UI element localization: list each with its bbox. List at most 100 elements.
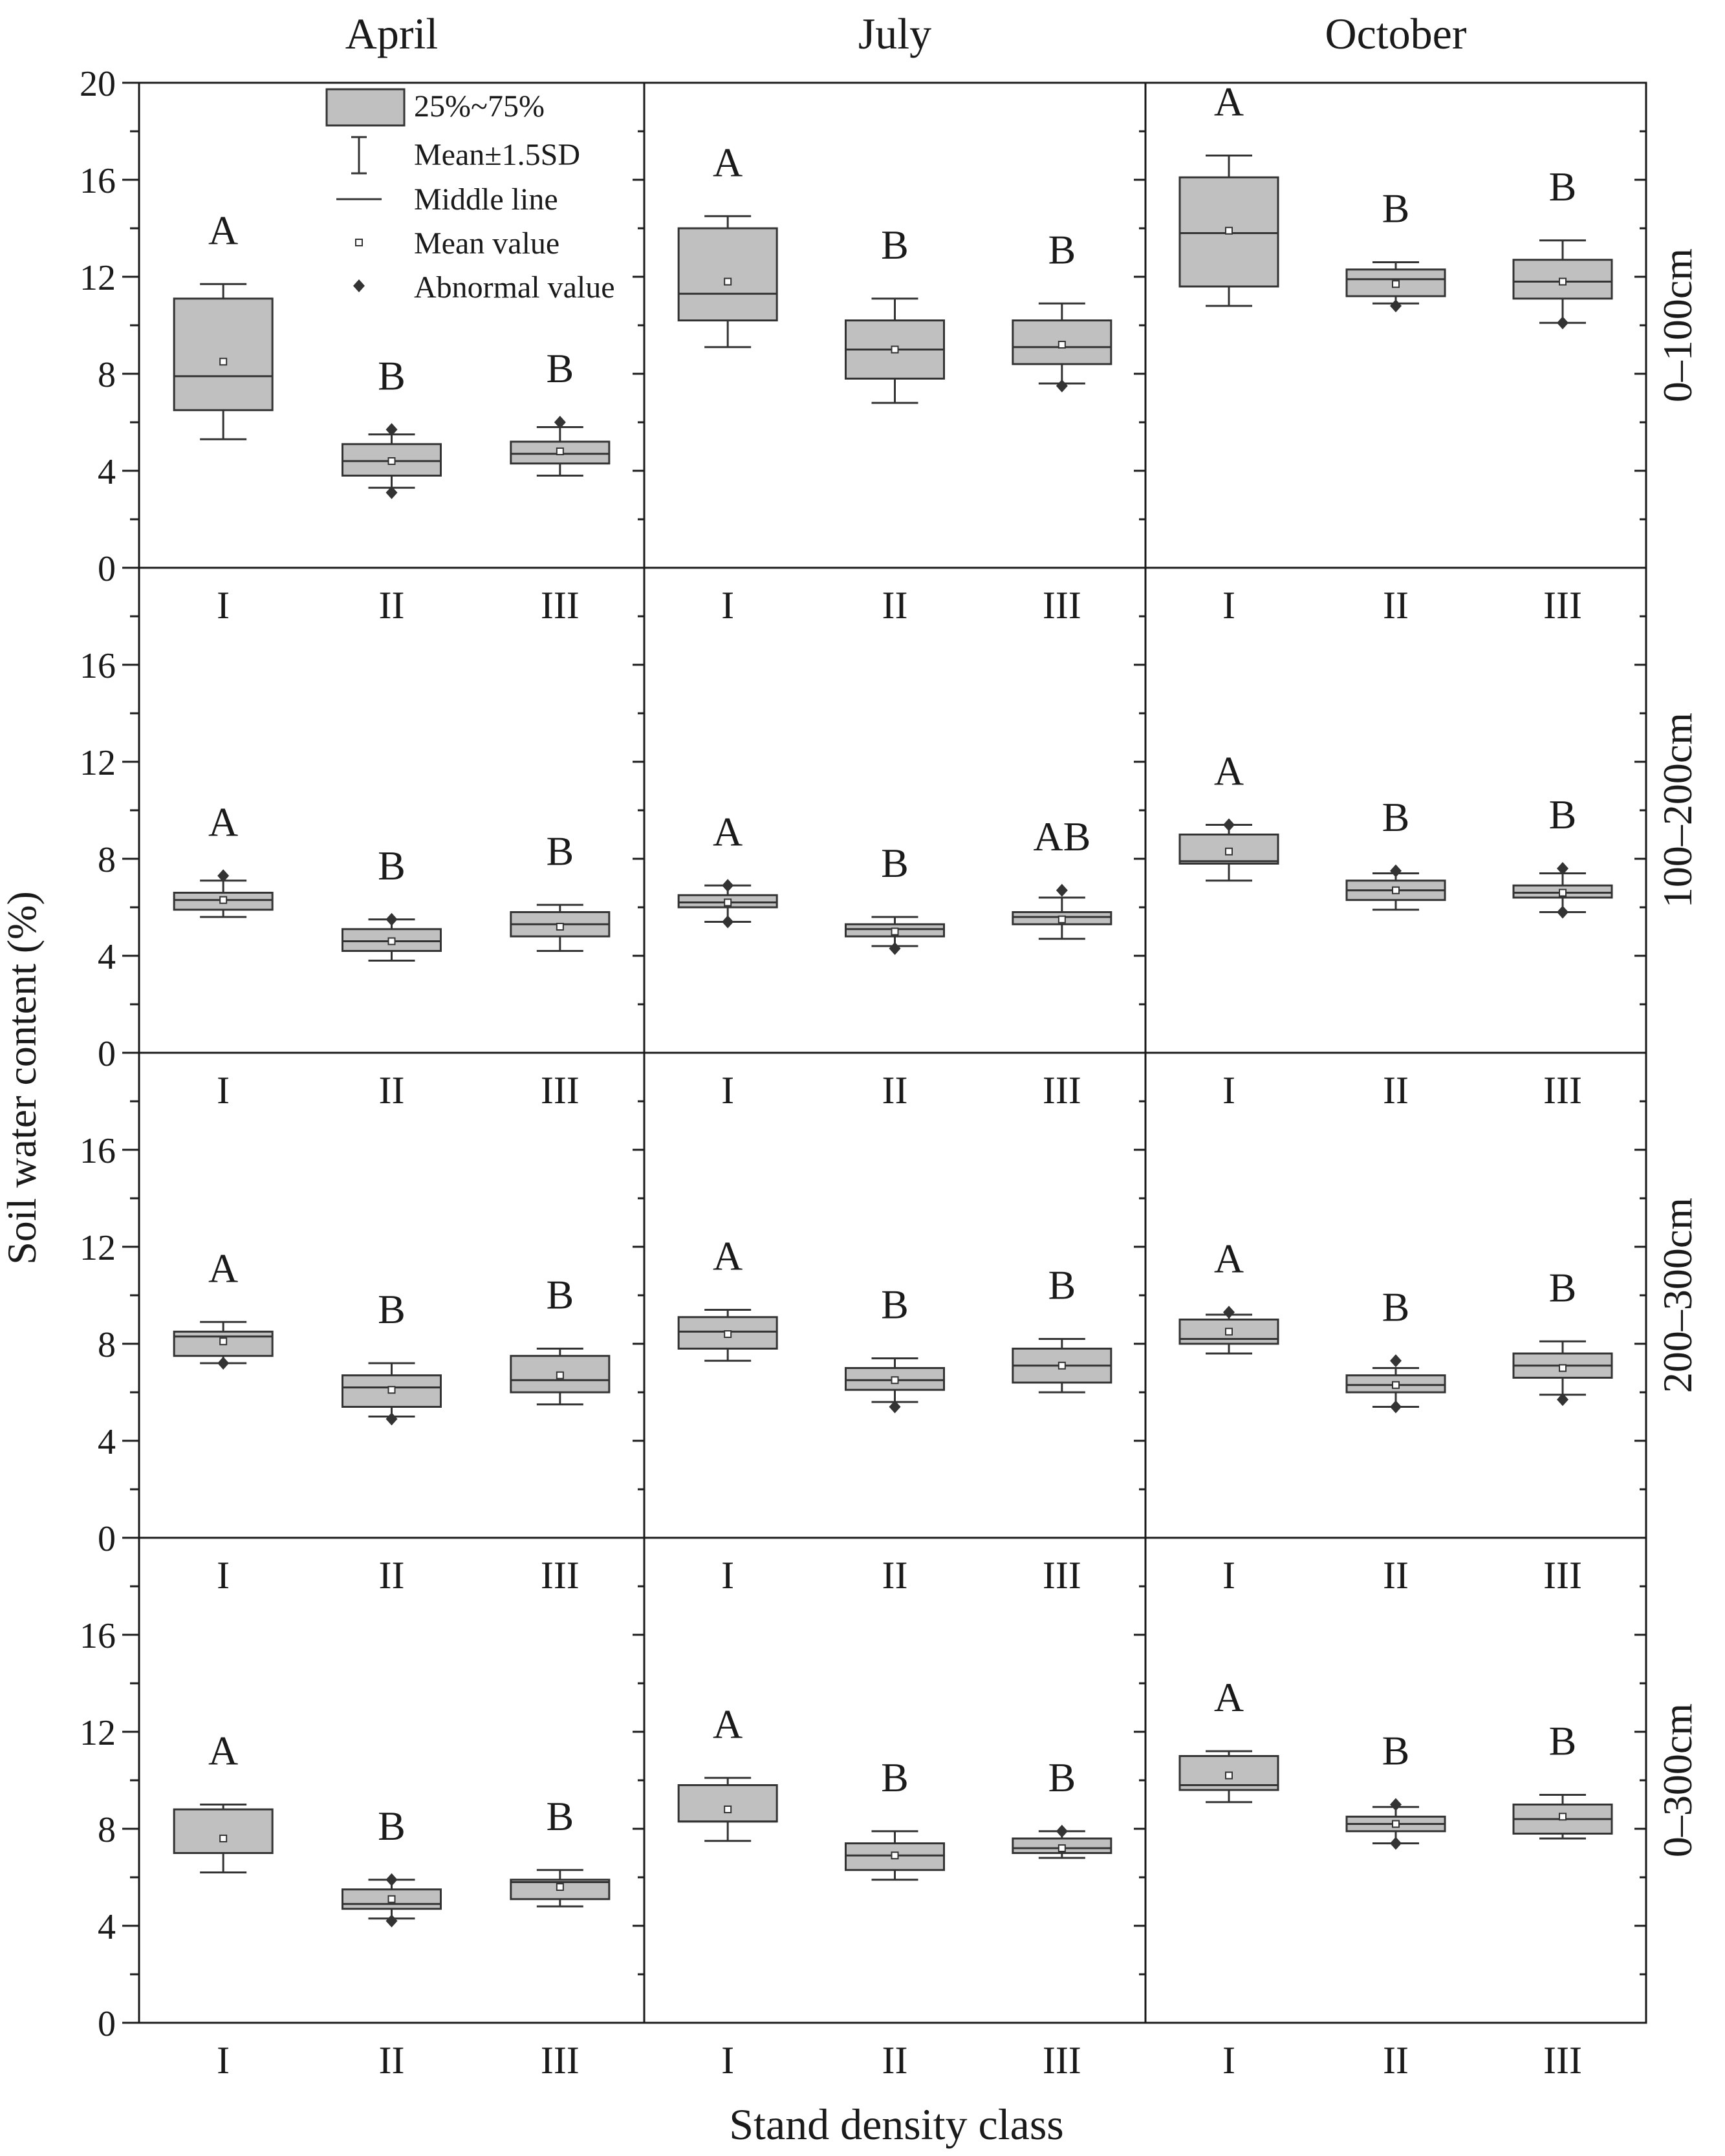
outlier-point xyxy=(722,915,734,929)
mean-point xyxy=(556,923,564,931)
x-tick-label: III xyxy=(1043,1069,1081,1112)
x-tick-label: II xyxy=(1383,2039,1409,2082)
significance-letter: B xyxy=(378,1803,406,1849)
box-group: A xyxy=(173,1245,274,1370)
x-tick-label: III xyxy=(541,584,580,627)
legend-outlier-label: Abnormal value xyxy=(414,270,615,305)
box-group: B xyxy=(342,843,442,962)
y-tick-label: 12 xyxy=(80,1713,116,1753)
column-title: April xyxy=(345,9,439,58)
legend-box-swatch xyxy=(325,88,406,127)
outlier-point xyxy=(217,1357,230,1370)
significance-letter: A xyxy=(713,139,743,185)
significance-letter: A xyxy=(208,799,238,845)
y-axis: 0 4 8 12 16 20 0 4 8 12 16 0 4 8 12 16 0 4 8 12 16 xyxy=(80,64,1646,2044)
y-tick-label: 16 xyxy=(80,646,116,686)
box-group: B xyxy=(342,352,442,499)
y-tick-label: 12 xyxy=(80,258,116,298)
significance-letter: A xyxy=(208,207,238,253)
column-title: October xyxy=(1325,9,1466,58)
box-group: A xyxy=(173,207,274,440)
y-tick-label: 16 xyxy=(80,1616,116,1656)
box-group: B xyxy=(845,840,945,955)
significance-letter: B xyxy=(378,1286,406,1332)
significance-letter: A xyxy=(208,1728,238,1774)
x-tick-label: I xyxy=(217,1069,230,1112)
x-tick-label: I xyxy=(1222,584,1235,627)
x-tick-label: I xyxy=(1222,2039,1235,2082)
box-group: B xyxy=(510,1793,611,1908)
outlier-point xyxy=(1056,379,1068,393)
box-group: B xyxy=(1012,1262,1112,1394)
box-group: AB xyxy=(1012,814,1112,940)
mean-point xyxy=(1559,1813,1567,1821)
panel-july-3: A B B xyxy=(643,1051,1147,1539)
outlier-point xyxy=(1557,862,1568,875)
y-tick-label: 4 xyxy=(98,1907,116,1947)
y-tick-label: 8 xyxy=(98,840,116,880)
significance-letter: B xyxy=(1382,1728,1410,1774)
box-group: B xyxy=(1512,164,1613,330)
legend-whisker-label: Mean±1.5SD xyxy=(414,138,580,172)
significance-letter: B xyxy=(1549,1718,1577,1764)
significance-letter: B xyxy=(546,828,574,874)
mean-point xyxy=(387,1895,396,1903)
mean-point xyxy=(1225,847,1233,856)
x-tick-label: II xyxy=(1383,584,1409,627)
column-titles: April July October xyxy=(345,9,1467,58)
outlier-point xyxy=(385,1873,398,1886)
legend-box-label: 25%~75% xyxy=(414,89,545,124)
y-tick-label: 4 xyxy=(98,452,116,492)
box-group: A xyxy=(677,808,778,929)
mean-point xyxy=(1559,889,1567,897)
box-group: B xyxy=(510,1272,611,1406)
x-tick-label: III xyxy=(541,2039,580,2082)
box-group: A xyxy=(677,1701,778,1842)
outlier-point xyxy=(1223,1306,1235,1319)
outlier-point xyxy=(1056,1824,1068,1838)
significance-letter: A xyxy=(1214,748,1244,794)
mean-point xyxy=(387,1386,396,1394)
significance-letter: A xyxy=(1214,79,1244,125)
panel-april-2: AB B xyxy=(138,566,646,1054)
box-group: B xyxy=(1512,1264,1613,1407)
box-group: A xyxy=(1178,1674,1279,1804)
box-group: B xyxy=(845,1754,945,1881)
box-group: B xyxy=(1012,1754,1112,1859)
x-tick-label: I xyxy=(217,1554,230,1597)
outlier-point xyxy=(1390,864,1402,878)
outlier-point xyxy=(1056,883,1068,897)
significance-letter: B xyxy=(881,840,909,886)
box-iqr xyxy=(342,928,442,952)
box-group: A xyxy=(1178,79,1279,307)
panel-july-4: A B B xyxy=(643,1536,1147,2024)
mean-point xyxy=(556,1371,564,1379)
significance-letter: B xyxy=(378,843,406,889)
box-group: B xyxy=(1345,794,1446,911)
panel-october-4: A B B xyxy=(1144,1536,1647,2024)
y-tick-label: 4 xyxy=(98,937,116,977)
significance-letter: A xyxy=(1214,1235,1244,1281)
significance-letter: B xyxy=(881,222,909,268)
outlier-point xyxy=(385,1412,398,1426)
x-tick-label: I xyxy=(721,2039,734,2082)
y-tick-label: 0 xyxy=(98,1519,116,1559)
y-tick-label: 12 xyxy=(80,743,116,783)
mean-point xyxy=(1392,1381,1400,1389)
outlier-point xyxy=(1390,1400,1402,1414)
y-tick-label: 0 xyxy=(98,549,116,589)
panel-april-3: AB B xyxy=(138,1051,646,1539)
legend-mean-label: Mean value xyxy=(414,226,559,261)
box-group: A xyxy=(173,1728,274,1873)
mean-point xyxy=(1392,1820,1400,1828)
outlier-point xyxy=(217,869,230,883)
mean-point xyxy=(1392,886,1400,894)
outlier-point xyxy=(1557,316,1568,330)
x-tick-label: III xyxy=(1543,1069,1582,1112)
significance-letter: B xyxy=(1549,792,1577,837)
outlier-point xyxy=(385,486,398,499)
